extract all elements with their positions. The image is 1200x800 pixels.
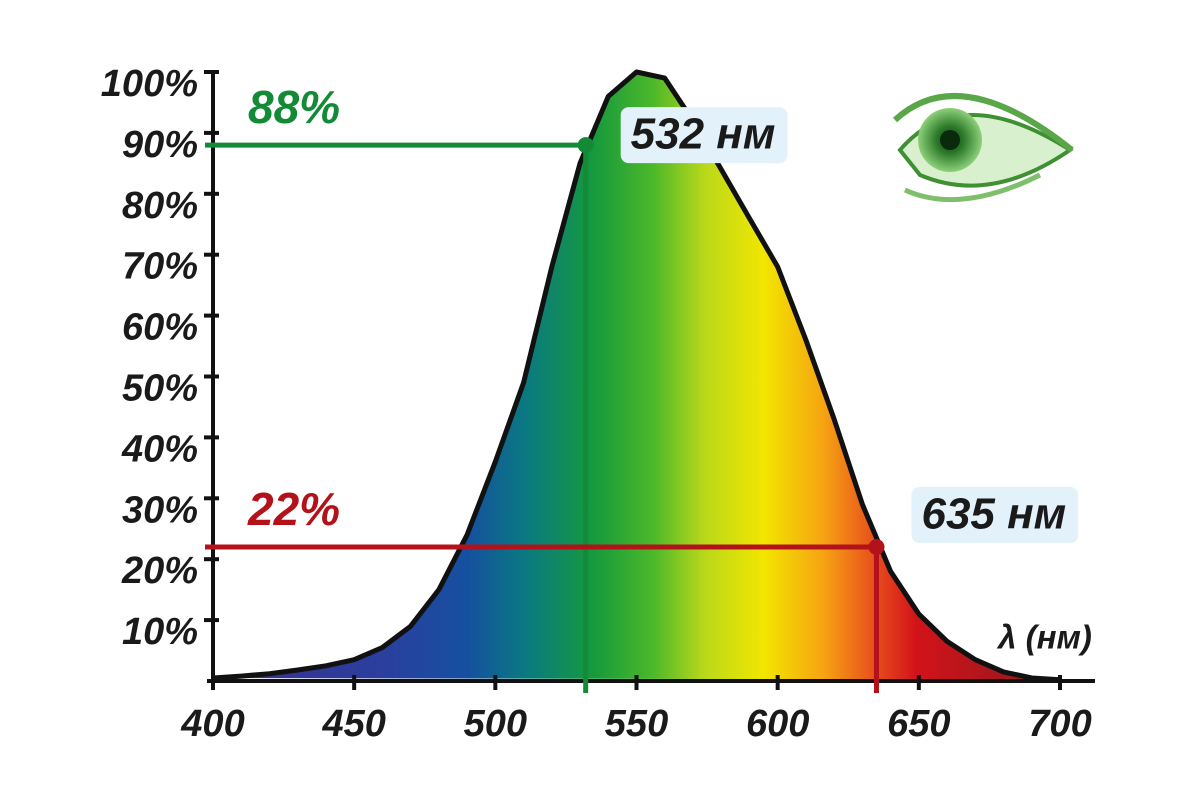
- wavelength-label-box: [911, 487, 1079, 544]
- x-tick-label: 700: [1028, 703, 1091, 745]
- x-tick-label: 600: [746, 703, 809, 745]
- y-tick-label: 40%: [121, 428, 198, 470]
- x-tick-label: 400: [180, 703, 244, 745]
- highlight-point: [868, 539, 885, 556]
- sensitivity-curve: [212, 69, 1061, 683]
- x-tick-label: 650: [887, 703, 950, 745]
- wavelength-label-box: [620, 107, 788, 164]
- y-tick-label: 70%: [122, 246, 198, 288]
- highlight-level-label: 22%: [247, 483, 340, 535]
- plot-area: 10% 20% 30% 40% 50% 60% 70% 80% 90% 100% 400 450 500…: [101, 63, 1095, 745]
- highlight-point: [577, 137, 594, 154]
- x-tick-label: 550: [605, 703, 668, 745]
- x-tick-label: 500: [464, 703, 527, 745]
- x-tick-label: 450: [321, 703, 385, 745]
- x-axis-label: λ (нм): [996, 619, 1092, 656]
- y-tick-label: 30%: [122, 489, 198, 531]
- y-tick-label: 80%: [122, 185, 198, 227]
- y-tick-label: 50%: [122, 368, 198, 410]
- wavelength-label: 635 нм: [921, 490, 1066, 539]
- eye-illustration: [892, 93, 1074, 203]
- y-tick-label: 10%: [122, 611, 198, 653]
- y-tick-label: 100%: [101, 63, 198, 105]
- highlight-level-label: 88%: [248, 81, 340, 133]
- y-tick-label: 90%: [122, 124, 198, 166]
- y-tick-label: 60%: [122, 307, 198, 349]
- wavelength-label: 532 нм: [631, 110, 776, 159]
- y-tick-label: 20%: [121, 550, 198, 592]
